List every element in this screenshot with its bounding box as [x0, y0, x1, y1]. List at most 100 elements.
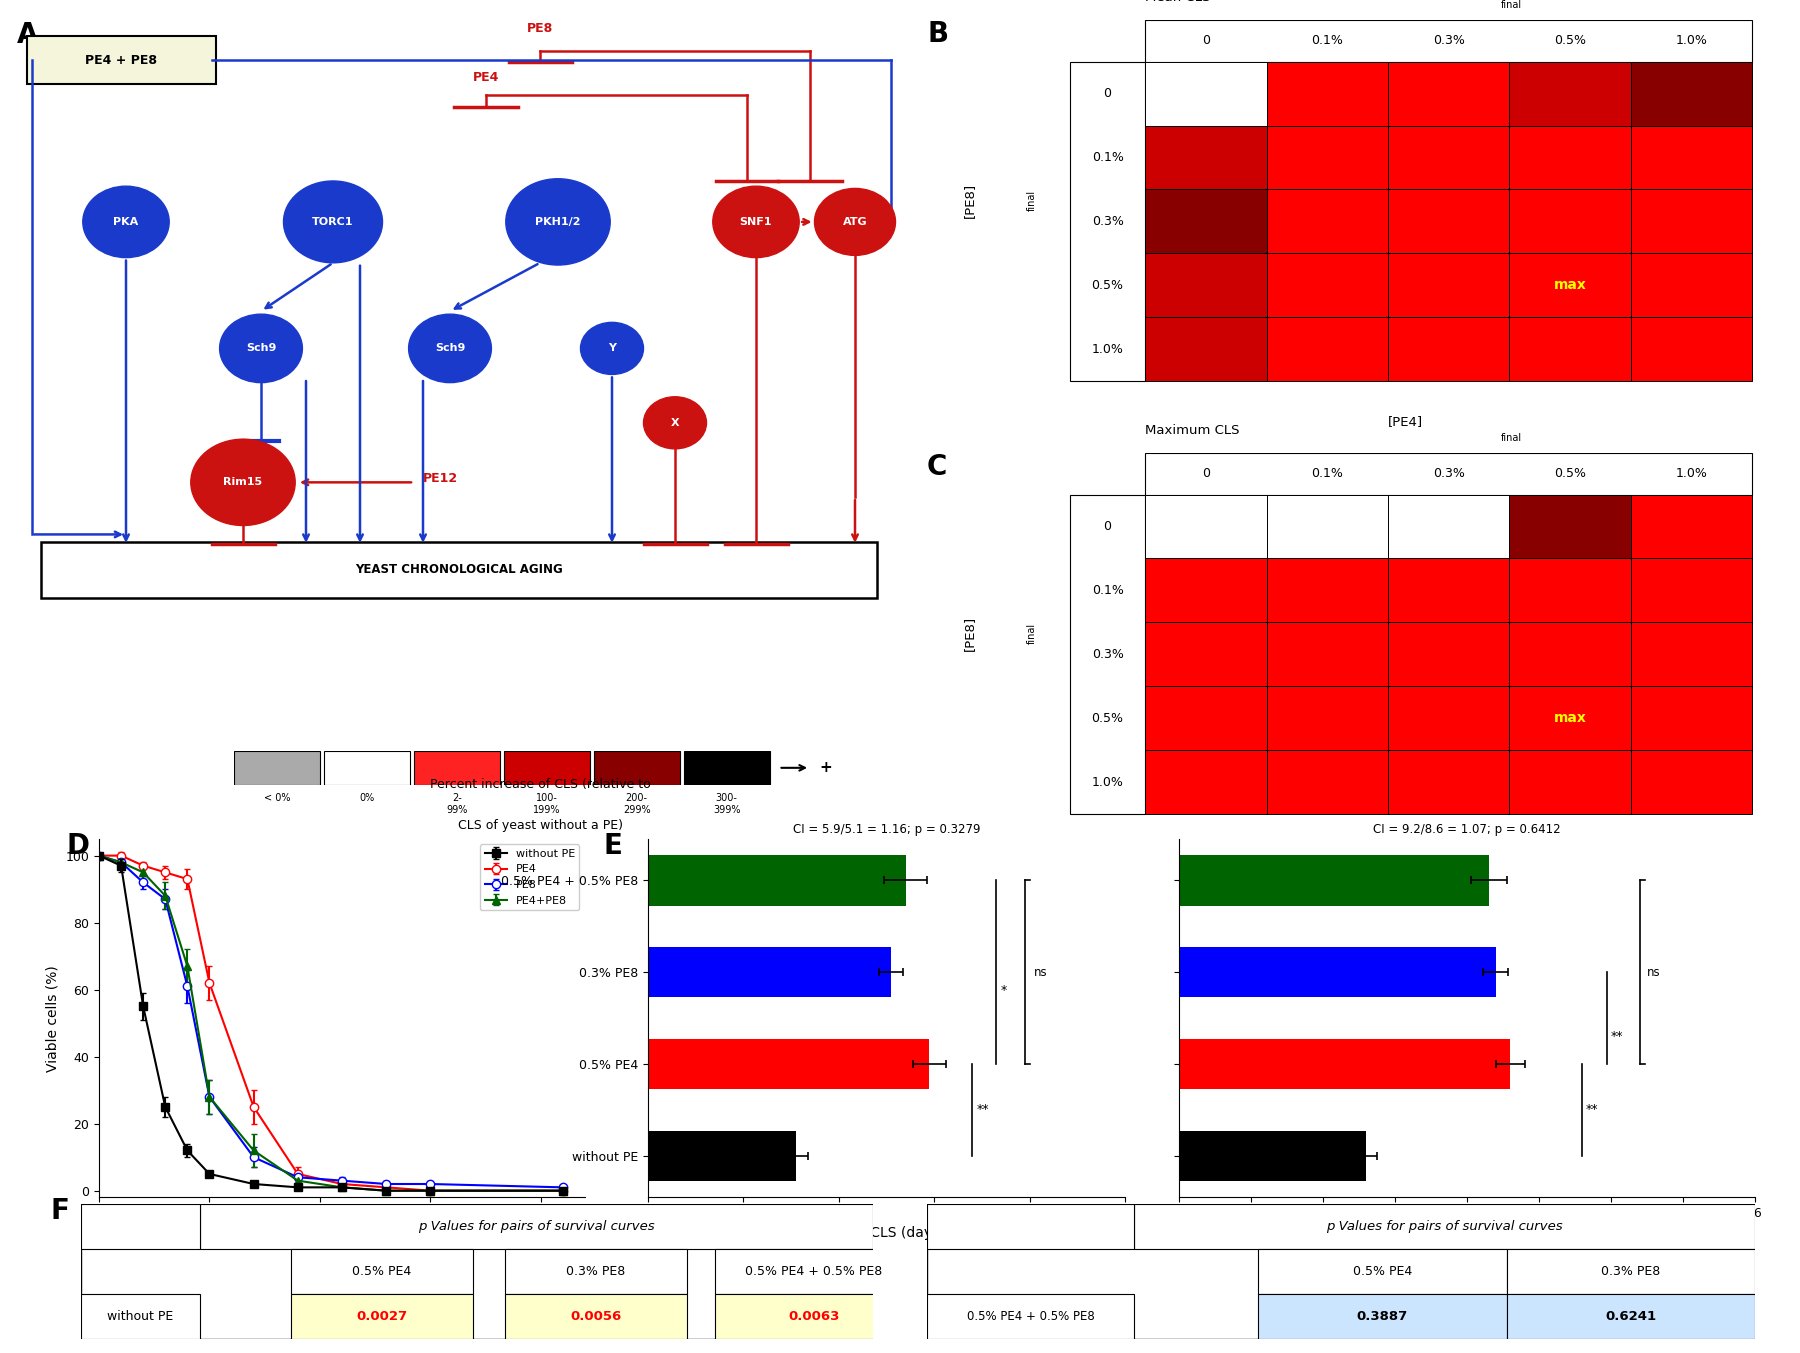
- X-axis label: Maximum CLS (days): Maximum CLS (days): [1393, 1226, 1541, 1239]
- Text: Maximum CLS: Maximum CLS: [1145, 423, 1240, 437]
- FancyBboxPatch shape: [1631, 559, 1751, 622]
- FancyBboxPatch shape: [414, 751, 500, 785]
- Text: 0: 0: [1103, 87, 1112, 100]
- FancyBboxPatch shape: [1510, 559, 1631, 622]
- FancyBboxPatch shape: [1145, 495, 1267, 559]
- Text: 0.3%: 0.3%: [1433, 467, 1465, 480]
- Text: Rim15: Rim15: [223, 478, 263, 487]
- FancyBboxPatch shape: [1388, 126, 1510, 189]
- Text: 0.1%: 0.1%: [1091, 152, 1123, 164]
- Legend: without PE, PE4, PE8, PE4+PE8: without PE, PE4, PE8, PE4+PE8: [481, 844, 580, 911]
- FancyBboxPatch shape: [927, 1204, 1755, 1339]
- FancyBboxPatch shape: [1267, 126, 1388, 189]
- FancyBboxPatch shape: [1510, 61, 1631, 126]
- FancyBboxPatch shape: [1388, 318, 1510, 382]
- Text: *: *: [1001, 984, 1008, 997]
- X-axis label: Mean CLS (days): Mean CLS (days): [828, 1226, 945, 1239]
- FancyBboxPatch shape: [1388, 189, 1510, 253]
- FancyBboxPatch shape: [1267, 686, 1388, 751]
- Bar: [1179, 855, 1489, 905]
- Circle shape: [713, 187, 799, 257]
- Text: Y: Y: [608, 344, 616, 353]
- FancyBboxPatch shape: [1388, 686, 1510, 751]
- Bar: [1179, 947, 1496, 997]
- FancyBboxPatch shape: [1258, 1295, 1507, 1339]
- Text: 1.0%: 1.0%: [1676, 34, 1708, 47]
- FancyBboxPatch shape: [684, 751, 770, 785]
- FancyBboxPatch shape: [1388, 559, 1510, 622]
- Text: [PE8]: [PE8]: [963, 616, 976, 651]
- Text: X: X: [671, 418, 679, 428]
- Text: PKH1/2: PKH1/2: [535, 216, 581, 227]
- Text: p Values for pairs of survival curves: p Values for pairs of survival curves: [1327, 1220, 1562, 1233]
- FancyBboxPatch shape: [1631, 189, 1751, 253]
- Text: 200-
299%: 200- 299%: [623, 793, 650, 815]
- FancyBboxPatch shape: [1388, 751, 1510, 815]
- Bar: [648, 1039, 929, 1089]
- Text: 0.5% PE4: 0.5% PE4: [353, 1265, 412, 1279]
- FancyBboxPatch shape: [1631, 318, 1751, 382]
- FancyBboxPatch shape: [292, 1295, 473, 1339]
- FancyBboxPatch shape: [1267, 559, 1388, 622]
- FancyBboxPatch shape: [1267, 189, 1388, 253]
- FancyBboxPatch shape: [1388, 253, 1510, 318]
- FancyBboxPatch shape: [1631, 686, 1751, 751]
- Text: ns: ns: [1647, 966, 1661, 978]
- Text: 0.3887: 0.3887: [1357, 1311, 1408, 1323]
- FancyBboxPatch shape: [1267, 622, 1388, 686]
- Bar: [648, 947, 891, 997]
- FancyBboxPatch shape: [40, 541, 877, 598]
- Text: max: max: [1553, 712, 1586, 725]
- FancyBboxPatch shape: [715, 1249, 913, 1295]
- FancyBboxPatch shape: [1388, 495, 1510, 559]
- Text: F: F: [50, 1197, 68, 1226]
- FancyBboxPatch shape: [1145, 751, 1267, 815]
- FancyBboxPatch shape: [1631, 751, 1751, 815]
- Text: final: final: [1501, 433, 1523, 442]
- Text: 0.3% PE8: 0.3% PE8: [567, 1265, 625, 1279]
- Text: 0.3%: 0.3%: [1091, 215, 1123, 227]
- Text: 0: 0: [1103, 520, 1112, 533]
- Text: TORC1: TORC1: [311, 216, 355, 227]
- FancyBboxPatch shape: [1631, 126, 1751, 189]
- Text: p Values for pairs of survival curves: p Values for pairs of survival curves: [418, 1220, 655, 1233]
- Text: Sch9: Sch9: [247, 344, 275, 353]
- FancyBboxPatch shape: [1510, 686, 1631, 751]
- Text: ns: ns: [1035, 966, 1048, 978]
- Circle shape: [815, 188, 896, 256]
- Text: without PE: without PE: [108, 1311, 173, 1323]
- FancyBboxPatch shape: [1145, 453, 1751, 495]
- FancyBboxPatch shape: [1145, 126, 1267, 189]
- Text: ATG: ATG: [842, 216, 868, 227]
- Text: 1.0%: 1.0%: [1091, 342, 1123, 356]
- FancyBboxPatch shape: [324, 751, 410, 785]
- Text: 0.3% PE8: 0.3% PE8: [1602, 1265, 1660, 1279]
- FancyBboxPatch shape: [1145, 61, 1267, 126]
- FancyBboxPatch shape: [292, 1249, 473, 1295]
- Text: Percent increase of CLS (relative to: Percent increase of CLS (relative to: [430, 778, 650, 792]
- FancyBboxPatch shape: [1145, 20, 1751, 61]
- Circle shape: [506, 179, 610, 265]
- Text: 0.5%: 0.5%: [1553, 34, 1586, 47]
- FancyBboxPatch shape: [1507, 1295, 1755, 1339]
- FancyBboxPatch shape: [1510, 189, 1631, 253]
- FancyBboxPatch shape: [1388, 622, 1510, 686]
- FancyBboxPatch shape: [1145, 189, 1267, 253]
- Text: [PE8]: [PE8]: [963, 183, 976, 218]
- FancyBboxPatch shape: [234, 751, 320, 785]
- Circle shape: [644, 396, 706, 449]
- Text: 0.5%: 0.5%: [1091, 712, 1123, 725]
- Text: 0.5% PE4 + 0.5% PE8: 0.5% PE4 + 0.5% PE8: [967, 1311, 1094, 1323]
- FancyBboxPatch shape: [1145, 318, 1267, 382]
- FancyBboxPatch shape: [27, 35, 216, 84]
- Text: 0.5%: 0.5%: [1091, 279, 1123, 292]
- Title: CI = 9.2/8.6 = 1.07; p = 0.6412: CI = 9.2/8.6 = 1.07; p = 0.6412: [1373, 824, 1561, 836]
- Text: final: final: [1501, 0, 1523, 9]
- Text: 100-
199%: 100- 199%: [533, 793, 560, 815]
- Text: 0.0056: 0.0056: [571, 1311, 621, 1323]
- FancyBboxPatch shape: [1388, 61, 1510, 126]
- FancyBboxPatch shape: [1267, 61, 1388, 126]
- Text: 0.5% PE4 + 0.5% PE8: 0.5% PE4 + 0.5% PE8: [745, 1265, 882, 1279]
- Text: 1.0%: 1.0%: [1676, 467, 1708, 480]
- Circle shape: [83, 187, 169, 257]
